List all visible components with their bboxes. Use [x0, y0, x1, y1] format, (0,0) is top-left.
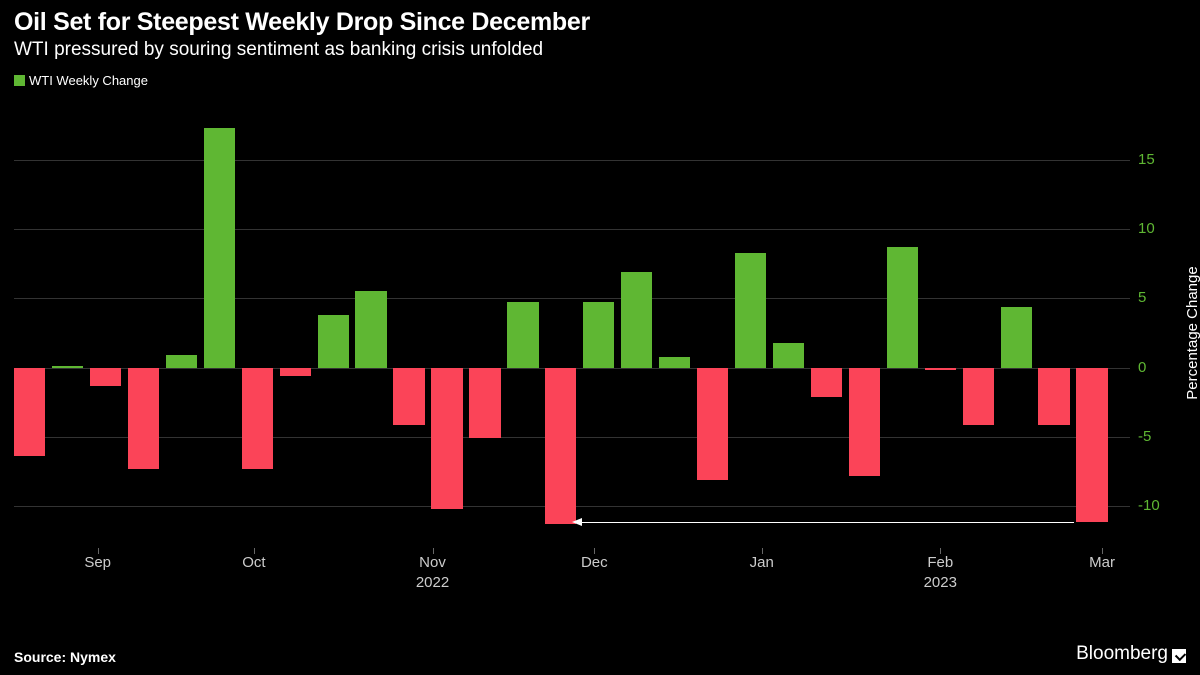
gridline: [14, 160, 1130, 161]
xtick-label: Nov: [419, 554, 446, 571]
bar: [659, 357, 690, 368]
bar: [166, 355, 197, 367]
bar: [811, 368, 842, 397]
brand-text: Bloomberg: [1076, 643, 1168, 665]
y-axis-title: Percentage Change: [1184, 263, 1200, 403]
plot-region: -10-5051015: [14, 118, 1130, 548]
bar: [318, 315, 349, 368]
ytick-label: 15: [1138, 151, 1178, 168]
bar: [621, 272, 652, 368]
brand-mark-icon: [1172, 649, 1186, 663]
bar: [1001, 307, 1032, 368]
bar: [242, 368, 273, 469]
source-text: Source: Nymex: [14, 649, 116, 665]
ytick-label: -5: [1138, 428, 1178, 445]
legend-swatch: [14, 75, 25, 86]
gridline: [14, 229, 1130, 230]
year-label: 2023: [924, 574, 957, 591]
ytick-label: -10: [1138, 497, 1178, 514]
xtick-label: Sep: [84, 554, 111, 571]
bar: [14, 368, 45, 457]
bar: [773, 343, 804, 368]
legend: WTI Weekly Change: [0, 65, 1200, 88]
x-axis: SepOctNovDecJanFebMar20222023: [14, 548, 1130, 584]
year-label: 2022: [416, 574, 449, 591]
bar: [393, 368, 424, 425]
bar: [887, 247, 918, 368]
xtick-label: Feb: [927, 554, 953, 571]
bar: [849, 368, 880, 476]
bar: [431, 368, 462, 509]
bar: [697, 368, 728, 480]
bar: [1076, 368, 1107, 522]
bar: [925, 368, 956, 370]
ytick-label: 5: [1138, 289, 1178, 306]
arrow-head-icon: [572, 518, 582, 526]
brand-logo: Bloomberg: [1076, 643, 1186, 665]
chart-area: -10-5051015 SepOctNovDecJanFebMar2022202…: [14, 118, 1130, 584]
bar: [735, 253, 766, 368]
bar: [280, 368, 311, 376]
bar: [963, 368, 994, 425]
bar: [204, 128, 235, 368]
bar: [507, 302, 538, 367]
legend-label: WTI Weekly Change: [29, 73, 148, 88]
bar: [355, 291, 386, 367]
chart-subtitle: WTI pressured by souring sentiment as ba…: [14, 39, 1186, 61]
xtick-label: Oct: [242, 554, 265, 571]
xtick-label: Jan: [750, 554, 774, 571]
bar: [583, 302, 614, 367]
bar: [545, 368, 576, 525]
bar: [52, 366, 83, 368]
bar: [469, 368, 500, 439]
bar: [1038, 368, 1069, 425]
annotation-arrow: [582, 522, 1074, 523]
xtick-label: Dec: [581, 554, 608, 571]
gridline: [14, 298, 1130, 299]
chart-title: Oil Set for Steepest Weekly Drop Since D…: [14, 8, 1186, 37]
xtick-label: Mar: [1089, 554, 1115, 571]
ytick-label: 10: [1138, 220, 1178, 237]
bar: [128, 368, 159, 469]
ytick-label: 0: [1138, 359, 1178, 376]
bar: [90, 368, 121, 386]
